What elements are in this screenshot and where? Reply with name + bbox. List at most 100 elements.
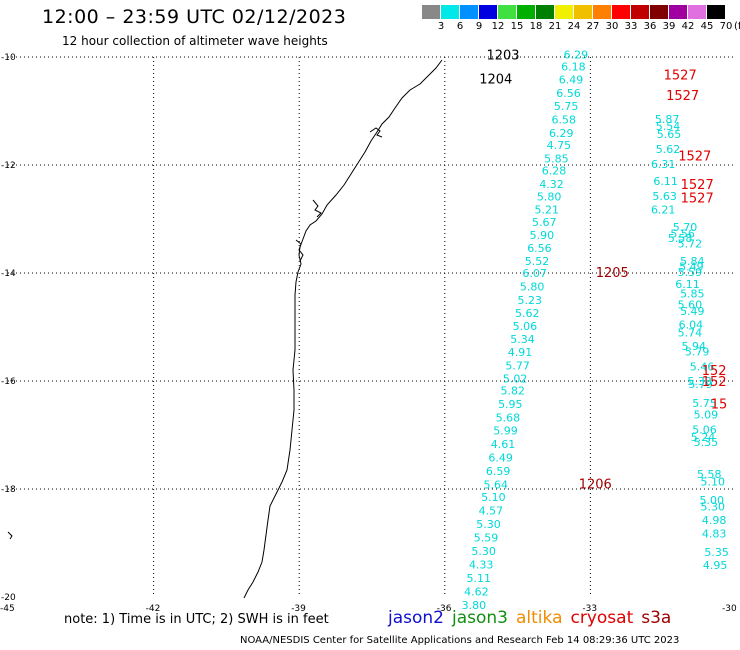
- satellite-label-s3a: s3a: [641, 608, 672, 628]
- chart-title: 12:00 – 23:59 UTC 02/12/2023: [42, 6, 347, 28]
- x-tick-label: -30: [722, 604, 737, 614]
- wave-height-label: 5.09: [694, 408, 719, 421]
- wave-height-label: 5.70: [673, 221, 698, 234]
- wave-height-label: 5.10: [481, 491, 506, 504]
- wave-height-label: 5.72: [678, 237, 703, 250]
- legend-swatch: [631, 5, 650, 19]
- y-tick-label: -12: [1, 161, 16, 171]
- legend-label: 21: [548, 21, 562, 32]
- coast-detail: [295, 239, 304, 262]
- wave-height-label: 6.04: [679, 318, 704, 331]
- legend-swatch: [441, 5, 460, 19]
- y-tick-label: -10: [1, 53, 16, 63]
- wave-height-label: 5.56: [670, 228, 695, 241]
- wave-height-label: 4.33: [469, 559, 494, 572]
- pass-time-label: 1527: [681, 178, 714, 193]
- wave-height-label: 5.85: [680, 288, 705, 301]
- y-tick-label: -14: [1, 269, 16, 279]
- satellite-label-jason2: jason2: [388, 608, 444, 628]
- wave-height-label: 5.65: [657, 128, 682, 141]
- wave-height-label: 6.49: [559, 74, 584, 87]
- wave-height-label: 4.75: [547, 139, 572, 152]
- wave-height-label: 5.35: [694, 436, 719, 449]
- wave-height-label: 6.31: [651, 158, 676, 171]
- wave-height-label: 3.80: [462, 599, 487, 612]
- legend-label: 27: [586, 21, 600, 32]
- wave-height-label: 5.67: [532, 216, 557, 229]
- legend-label: 15: [510, 21, 524, 32]
- wave-height-label: 5.75: [692, 397, 717, 410]
- wave-height-label: 6.29: [549, 127, 574, 140]
- wave-height-label: 6.11: [653, 175, 678, 188]
- x-tick-label: -39: [291, 604, 306, 614]
- legend-label: 18: [529, 21, 543, 32]
- legend-unit: (ft): [734, 21, 740, 32]
- wave-height-label: 6.49: [488, 452, 513, 465]
- wave-height-label: 5.79: [688, 378, 713, 391]
- axis-ticks: -10 -12 -14 -16 -18 -20-45 -42 -39 -36 -33 -30: [0, 53, 737, 614]
- legend-label: 70: [719, 21, 733, 32]
- satellite-label-jason3: jason3: [452, 608, 508, 628]
- wave-height-label: 5.75: [554, 100, 579, 113]
- wave-height-label: 4.83: [702, 527, 727, 540]
- legend-swatch: [460, 5, 479, 19]
- wave-height-label: 5.49: [679, 261, 704, 274]
- wave-height-label: 5.30: [476, 518, 501, 531]
- wave-height-label: 6.58: [551, 114, 576, 127]
- wave-height-label: 5.34: [510, 333, 535, 346]
- pass-time-label: 1203: [486, 48, 519, 63]
- satellite-legend: jason2 jason3 altika cryosat s3a: [388, 608, 679, 628]
- legend-swatch: [650, 5, 669, 19]
- legend-swatch: [517, 5, 536, 19]
- wave-height-label: 5.74: [678, 326, 703, 339]
- legend-swatch: [612, 5, 631, 19]
- wave-height-label: 6.21: [651, 203, 676, 216]
- pass-time-label: 1205: [596, 266, 629, 281]
- wave-height-label: 5.68: [496, 412, 521, 425]
- wave-height-label: 5.90: [530, 229, 555, 242]
- wave-height-label: 4.98: [702, 514, 727, 527]
- footer-credit: NOAA/NESDIS Center for Satellite Applica…: [240, 635, 680, 646]
- wave-height-label: 6.28: [542, 164, 567, 177]
- wave-height-label: 6.18: [561, 61, 586, 74]
- wave-height-label: 5.58: [697, 468, 722, 481]
- pass-time-label: 1527: [681, 191, 714, 206]
- legend-swatch: [593, 5, 612, 19]
- wave-height-label: 5.06: [692, 424, 717, 437]
- wave-height-label: 5.06: [513, 320, 538, 333]
- coast-detail: [7, 531, 13, 540]
- legend-label: 24: [567, 21, 581, 32]
- wave-height-label: 5.62: [656, 143, 681, 156]
- wave-height-label: 5.87: [655, 113, 680, 126]
- wave-height-label: 5.21: [534, 203, 559, 216]
- pass-time-label: 15: [711, 398, 728, 413]
- wave-height-label: 6.29: [564, 48, 589, 61]
- wave-height-label: 4.91: [508, 346, 533, 359]
- grid: [8, 56, 736, 597]
- pass-time-label: 1527: [678, 149, 711, 164]
- wave-height-label: 5.63: [652, 190, 677, 203]
- wave-height-label: 5.59: [678, 266, 703, 279]
- satellite-label-altika: altika: [516, 608, 563, 628]
- wave-height-label: 5.82: [500, 385, 525, 398]
- legend-label: 9: [475, 21, 483, 32]
- legend-swatch: [422, 5, 441, 19]
- wave-height-label: 5.58: [668, 232, 693, 245]
- wave-height-label: 5.35: [704, 546, 729, 559]
- pass-time-label: 1527: [664, 68, 697, 83]
- coast-path: [243, 59, 443, 599]
- wave-height-label: 6.11: [675, 278, 700, 291]
- legend-label: 42: [681, 21, 695, 32]
- legend-label: 36: [643, 21, 657, 32]
- wave-height-label: 5.49: [680, 305, 705, 318]
- legend-swatch: [555, 5, 574, 19]
- legend-swatch: [536, 5, 555, 19]
- wave-height-label: 5.54: [656, 120, 681, 133]
- wave-height-label: 5.30: [700, 500, 725, 513]
- wave-height-label: 5.60: [678, 298, 703, 311]
- wave-height-label: 5.79: [685, 345, 710, 358]
- wave-height-label: 5.77: [505, 359, 530, 372]
- wave-height-label: 5.52: [525, 255, 550, 268]
- coast-detail: [312, 199, 322, 218]
